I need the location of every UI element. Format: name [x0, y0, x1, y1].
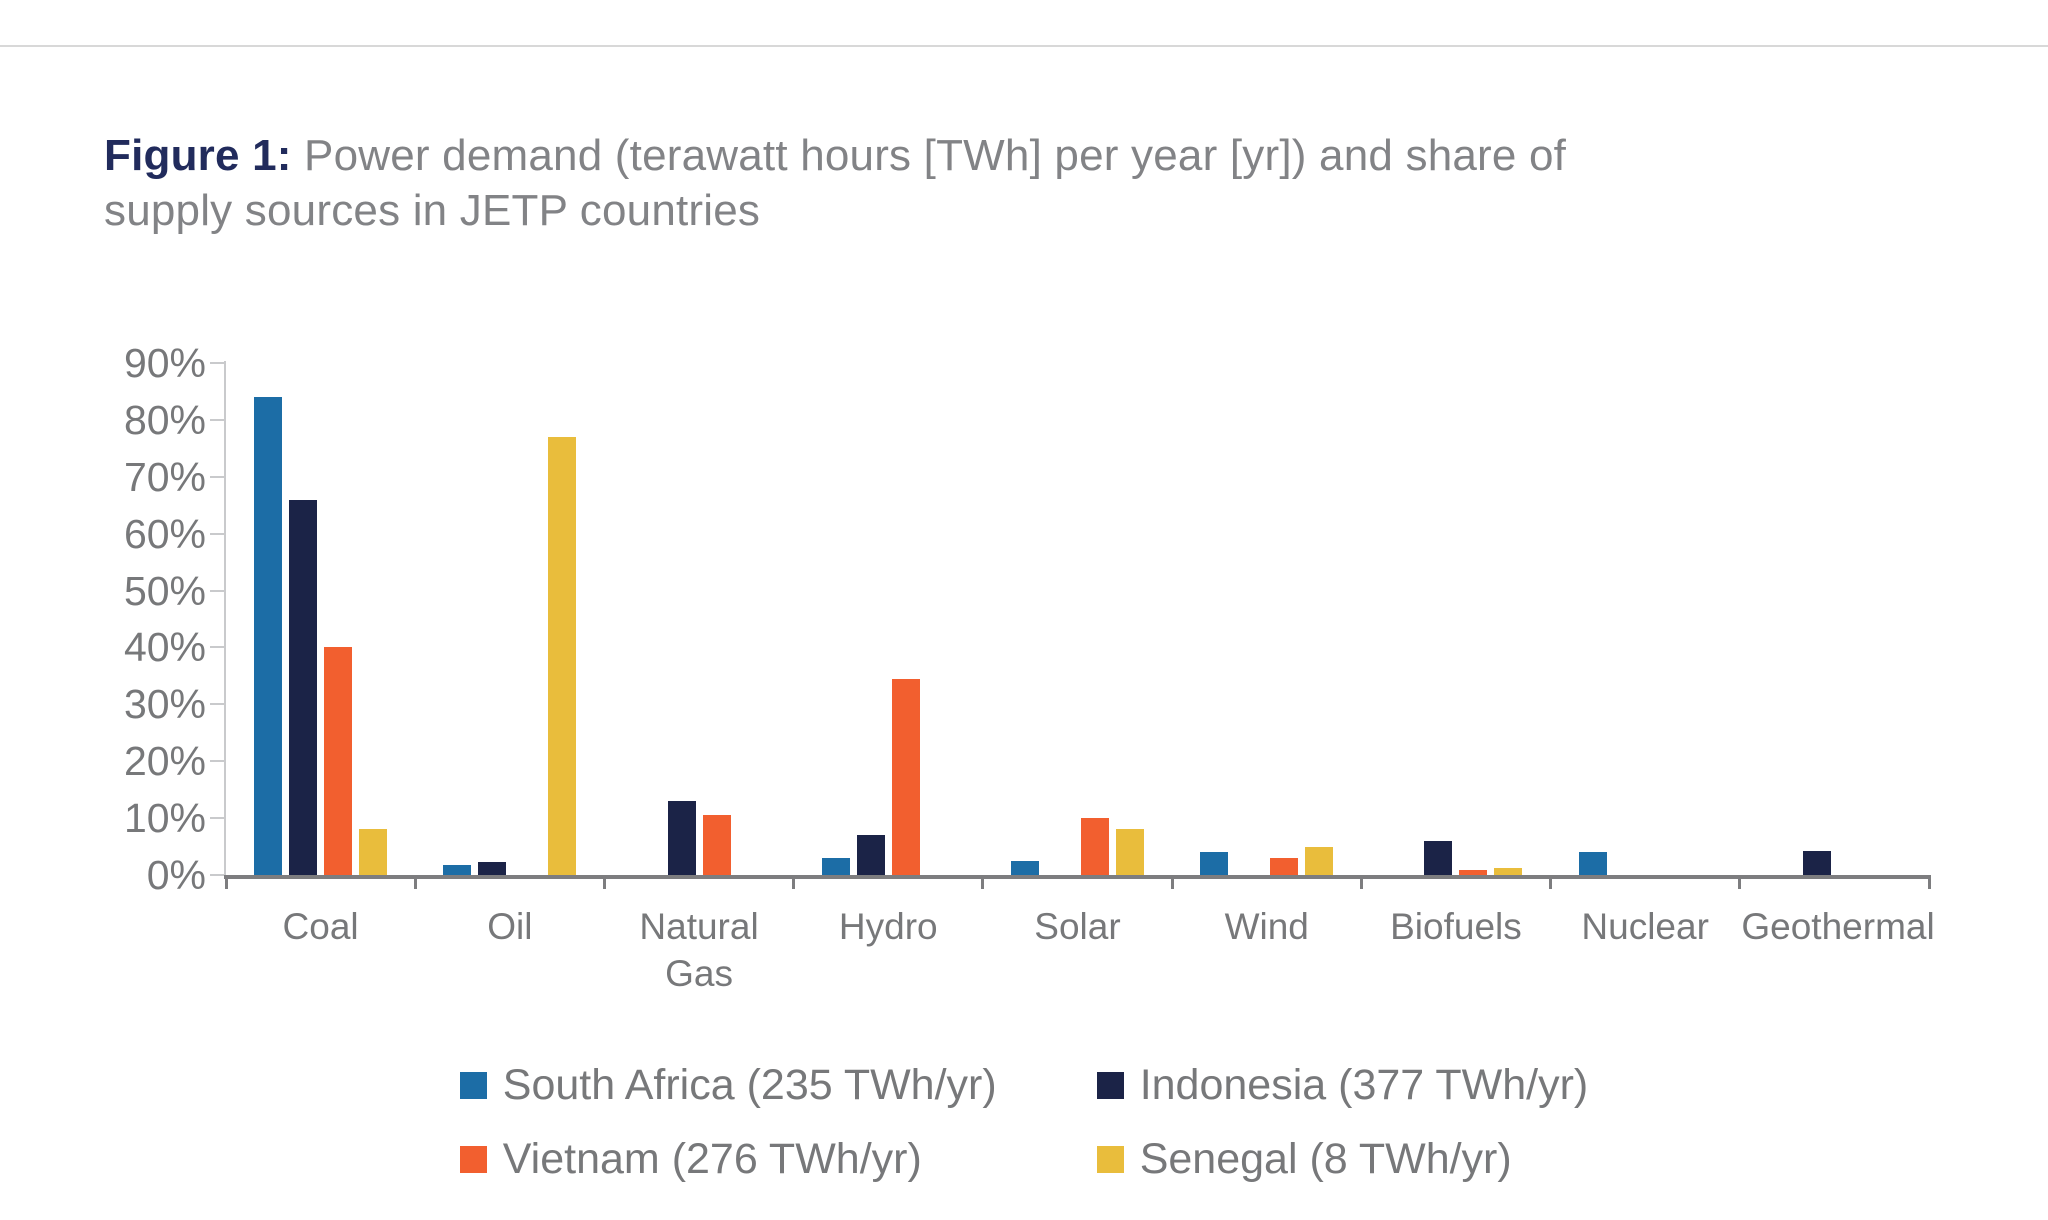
bar-senegal-solar — [1116, 829, 1144, 875]
figure-title-line2: supply sources in JETP countries — [104, 186, 761, 235]
bar-senegal-biofuels — [1494, 867, 1523, 875]
legend-label-senegal: Senegal (8 TWh/yr) — [1139, 1135, 1512, 1183]
y-axis-label: 50% — [123, 567, 206, 614]
bar-vietnam-solar — [1081, 818, 1109, 875]
top-divider-line — [0, 45, 2048, 47]
y-axis-tick — [210, 475, 225, 478]
bar-vietnam-wind — [1270, 857, 1299, 875]
x-axis-tick — [1359, 875, 1363, 889]
bar-south-africa-oil — [443, 864, 472, 875]
x-axis-label-wind: Wind — [1224, 906, 1309, 947]
y-axis-tick — [210, 874, 225, 876]
x-axis-tick — [224, 875, 228, 889]
y-axis-label: 60% — [123, 510, 206, 557]
y-axis-label: 20% — [123, 738, 206, 785]
bar-chart: 0% 10% 20% 30% 40% 50% 60% 70% 80% 90% Coal Oil Natu… — [123, 339, 1935, 994]
legend-label-indonesia: Indonesia (377 TWh/yr) — [1139, 1061, 1589, 1109]
y-axis-label: 40% — [123, 624, 206, 671]
legend-label-south-africa: South Africa (235 TWh/yr) — [502, 1061, 997, 1109]
y-axis-tick — [210, 760, 225, 763]
legend-item: Vietnam (276 TWh/yr) — [459, 1132, 997, 1186]
x-axis-label-oil: Oil — [487, 906, 533, 947]
x-axis-label-hydro: Hydro — [838, 906, 938, 947]
y-axis-tick — [210, 646, 225, 649]
x-axis-label-solar: Solar — [1034, 906, 1121, 947]
bar-south-africa-nuclear — [1578, 852, 1607, 875]
x-axis-line — [224, 875, 1931, 879]
bar-indonesia-oil — [478, 862, 507, 875]
y-axis-label: 80% — [123, 396, 206, 443]
x-axis-tick — [1927, 875, 1931, 889]
bar-indonesia-geothermal — [1802, 851, 1831, 875]
y-axis-label: 0% — [146, 852, 206, 898]
x-axis-tick — [413, 875, 417, 889]
x-axis-tick — [602, 875, 606, 889]
legend-item: Indonesia (377 TWh/yr) — [1096, 1058, 1589, 1112]
x-axis-tick — [792, 875, 796, 889]
x-axis-tick — [1549, 875, 1553, 889]
figure-label: Figure 1: — [104, 131, 292, 180]
bar-vietnam-natural-gas — [702, 815, 731, 875]
bar-indonesia-hydro — [856, 835, 885, 875]
bar-south-africa-hydro — [821, 857, 850, 875]
bar-senegal-wind — [1305, 846, 1334, 875]
y-axis-label: 30% — [123, 681, 206, 728]
chart-legend: South Africa (235 TWh/yr) Indonesia (377… — [0, 1058, 2048, 1186]
x-axis-tick — [1738, 875, 1742, 889]
x-axis-label-biofuels: Biofuels — [1390, 906, 1522, 947]
legend-item: South Africa (235 TWh/yr) — [459, 1058, 997, 1112]
x-axis-label-geothermal: Geothermal — [1741, 906, 1935, 947]
figure-title-line1: Power demand (terawatt hours [TWh] per y… — [291, 131, 1567, 180]
y-axis-line — [224, 361, 226, 875]
bar-senegal-coal — [359, 829, 388, 875]
bar-indonesia-coal — [289, 499, 318, 875]
y-axis-label: 10% — [123, 795, 206, 842]
bar-south-africa-wind — [1200, 852, 1229, 875]
bar-south-africa-coal — [254, 397, 283, 875]
x-axis-label-nuclear: Nuclear — [1581, 906, 1709, 947]
bar-senegal-oil — [548, 436, 577, 875]
y-axis-tick — [210, 361, 225, 364]
bar-indonesia-biofuels — [1424, 840, 1453, 875]
y-axis-tick — [210, 817, 225, 820]
x-axis-label-coal: Coal — [282, 906, 359, 947]
legend-swatch-senegal — [1096, 1145, 1124, 1173]
bar-vietnam-hydro — [891, 678, 920, 875]
bar-south-africa-solar — [1011, 860, 1039, 875]
figure-title: Figure 1: Power demand (terawatt hours [… — [104, 128, 1704, 238]
legend-swatch-south-africa — [459, 1071, 487, 1099]
x-axis-tick — [1170, 875, 1174, 889]
legend-swatch-indonesia — [1096, 1071, 1124, 1099]
y-axis-tick — [210, 532, 225, 535]
x-axis-label-natural-gas: Natural Gas — [639, 906, 759, 994]
y-axis-tick — [210, 703, 225, 706]
bar-vietnam-biofuels — [1459, 870, 1488, 875]
y-axis-label: 90% — [123, 339, 206, 386]
y-axis-label: 70% — [123, 453, 206, 500]
legend-item: Senegal (8 TWh/yr) — [1096, 1132, 1589, 1186]
bar-vietnam-coal — [324, 647, 353, 875]
y-axis-tick — [210, 418, 225, 421]
legend-swatch-vietnam — [459, 1145, 487, 1173]
legend-label-vietnam: Vietnam (276 TWh/yr) — [502, 1135, 922, 1183]
y-axis-tick — [210, 589, 225, 592]
bar-indonesia-natural-gas — [667, 801, 696, 875]
x-axis-tick — [981, 875, 985, 889]
